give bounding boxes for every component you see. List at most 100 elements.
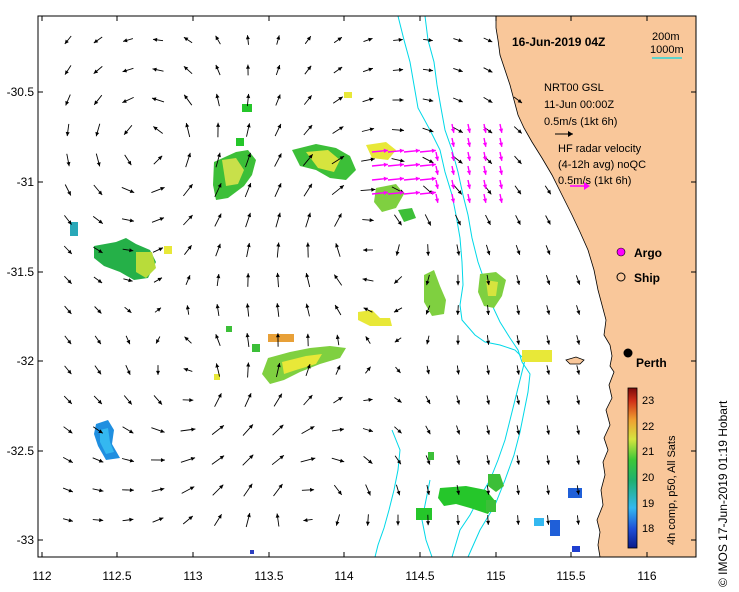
current-arrow-head [188, 184, 193, 189]
current-arrow-head [68, 458, 73, 463]
current-arrow-head [219, 484, 224, 489]
y-tick-label: -32.5 [7, 444, 35, 458]
radar-arrow-head [383, 162, 388, 167]
current-arrow-head [399, 98, 404, 102]
current-arrow-head [397, 429, 402, 434]
current-arrow-head [335, 334, 340, 340]
radar-arrow-head [399, 176, 404, 181]
current-arrow-head [397, 398, 402, 403]
current-arrow-head [310, 487, 315, 492]
model-legend-line1: NRT00 GSL [544, 82, 604, 94]
current-arrow-head [275, 513, 280, 518]
current-arrow-head [365, 521, 370, 526]
current-arrow-head [183, 66, 189, 71]
current-arrow-head [275, 303, 280, 308]
map-title: 16-Jun-2019 04Z [512, 35, 605, 49]
radar-arrow-head [450, 198, 456, 203]
colorbar-title: 4h comp, p50, All Sats [666, 435, 678, 545]
current-arrow-head [66, 161, 71, 167]
current-arrow-head [516, 280, 521, 285]
current-arrow-head [277, 123, 281, 129]
current-arrow-head [96, 162, 101, 167]
current-arrow-head [576, 280, 581, 285]
current-arrow-head [516, 490, 521, 495]
current-arrow-head [249, 454, 254, 459]
current-arrow-head [246, 243, 251, 248]
current-arrow-head [363, 248, 368, 252]
current-arrow-head [275, 333, 280, 338]
x-tick-label: 113 [183, 569, 202, 583]
current-arrow-head [246, 123, 251, 128]
current-arrow-head [276, 35, 281, 40]
radar-arrow-head [431, 162, 436, 167]
current-arrow-head [305, 303, 310, 308]
current-arrow-head [158, 517, 164, 522]
plot-frame [37, 15, 697, 558]
current-arrow-head [183, 367, 189, 372]
current-arrow-head [516, 400, 521, 405]
current-arrow-head [398, 37, 403, 42]
current-arrow-head [368, 428, 373, 433]
current-arrow-head [158, 247, 163, 252]
current-arrow-head [99, 488, 104, 493]
current-arrow-head [310, 457, 316, 462]
current-arrow-head [365, 336, 370, 341]
current-arrow-head [129, 248, 134, 253]
current-arrow-head [153, 37, 158, 42]
radar-arrow-head [450, 170, 456, 175]
current-arrow-head [517, 159, 522, 164]
current-arrow-head [219, 425, 224, 430]
current-arrow-head [187, 152, 191, 158]
current-arrow-head [217, 183, 222, 188]
current-arrow-head [426, 429, 431, 435]
current-arrow-head [400, 158, 405, 163]
current-arrow-head [67, 369, 72, 375]
current-arrow-head [307, 65, 312, 71]
y-tick-label: -30.5 [7, 85, 35, 99]
radar-arrow-head [431, 148, 436, 153]
model-current-arrows [62, 35, 581, 528]
current-arrow-head [122, 68, 127, 73]
current-arrow-head [187, 245, 192, 250]
radar-arrow-head [450, 142, 456, 147]
radar-arrow-head [482, 156, 488, 161]
current-arrow-head [247, 393, 252, 398]
current-arrow-head [546, 220, 551, 225]
y-tick-label: -33 [17, 533, 35, 547]
current-arrow-head [487, 98, 493, 103]
current-arrow-head [337, 213, 342, 218]
radar-arrow-head [434, 198, 440, 203]
current-arrow-head [399, 128, 404, 133]
current-arrow-head [396, 521, 400, 526]
radar-arrow-head [498, 184, 504, 189]
current-arrow-head [335, 521, 340, 526]
current-arrow-head [95, 131, 100, 137]
x-tick-label: 115.5 [556, 569, 585, 583]
radar-legend-scale: 0.5m/s (1kt 6h) [558, 175, 631, 187]
current-arrow-head [369, 127, 375, 132]
current-arrow-head [247, 183, 252, 188]
radar-arrow-head [482, 142, 488, 147]
current-arrow-head [369, 218, 374, 223]
x-tick-label: 116 [637, 569, 656, 583]
current-arrow-head [458, 129, 463, 133]
current-arrow-head [366, 366, 371, 372]
current-arrow-head [516, 370, 521, 375]
current-arrow-head [307, 212, 311, 218]
current-arrow-head [65, 131, 70, 137]
current-arrow-head [277, 153, 282, 158]
hf-radar-arrows [371, 123, 504, 203]
radar-legend-line1: HF radar velocity [558, 143, 642, 155]
model-scale-arrow-head [568, 131, 573, 137]
colorbar [627, 387, 638, 549]
radar-arrow-head [399, 162, 404, 167]
current-arrow-head [245, 333, 250, 338]
current-arrow-head [338, 397, 343, 401]
current-arrow-head [517, 189, 521, 195]
current-arrow-head [67, 279, 72, 284]
radar-arrow-head [466, 156, 472, 161]
current-arrow-head [308, 395, 313, 400]
current-arrow-head [486, 220, 491, 225]
current-arrow-head [516, 340, 521, 345]
ship-symbol [616, 272, 626, 282]
